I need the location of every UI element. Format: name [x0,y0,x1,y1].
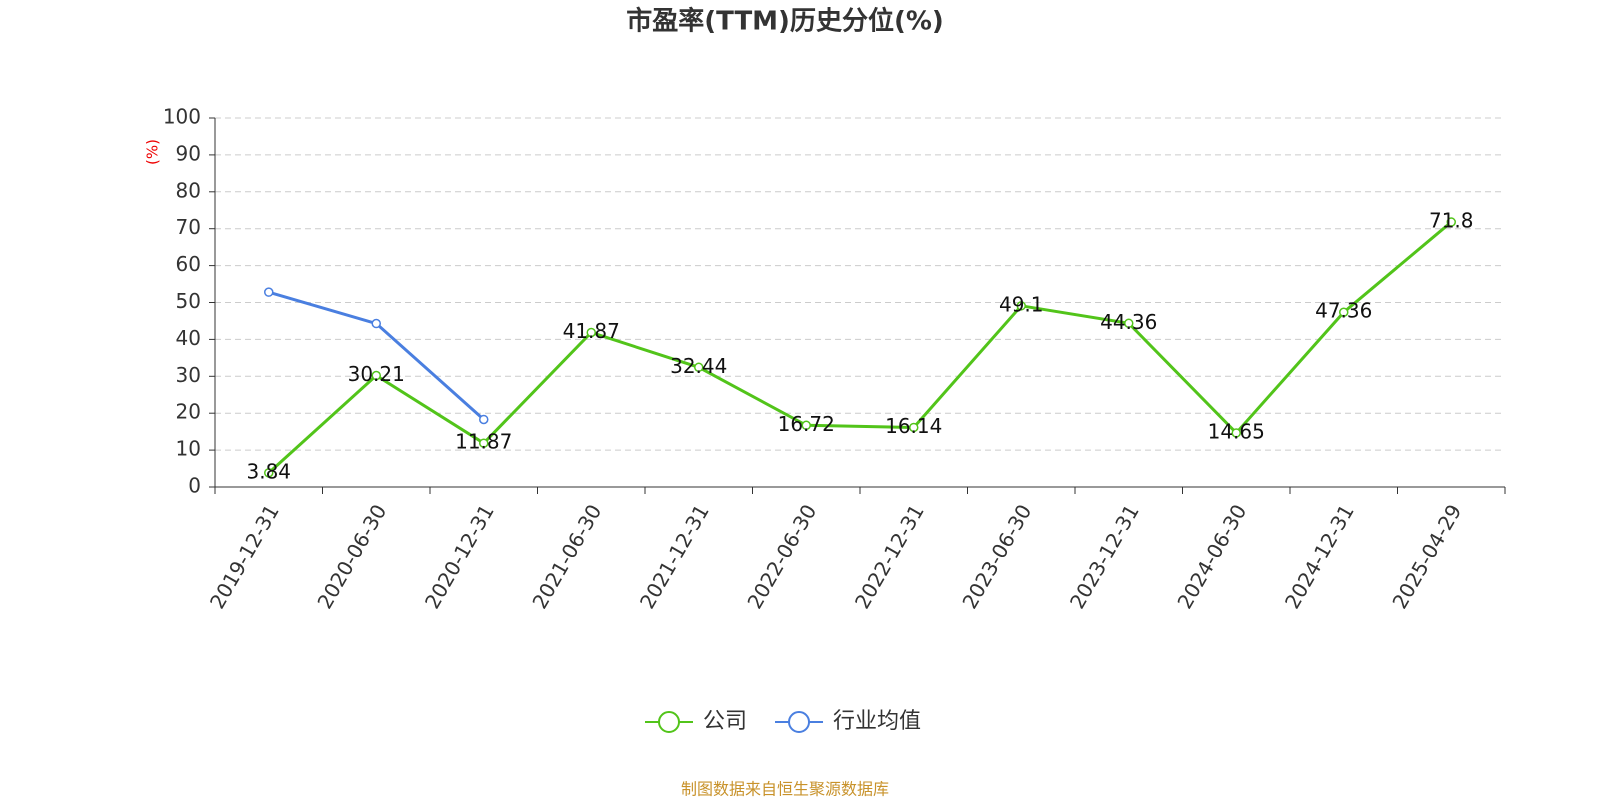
y-axis-label: (%) [144,139,162,165]
source-note: 制图数据来自恒生聚源数据库 [681,780,889,799]
data-point [479,414,489,425]
data-label: 32.44 [670,354,727,378]
data-label: 14.65 [1208,419,1265,443]
y-tick-label: 10 [176,437,201,461]
data-point [1231,428,1241,438]
series-line [267,220,1453,474]
data-point [264,287,274,297]
data-label: 30.21 [348,362,405,386]
y-tick-label: 70 [176,215,201,239]
legend-label: 行业均值 [833,709,921,734]
legend-label: 公司 [703,709,747,734]
data-point [1016,301,1026,311]
x-tick-label: 2024-12-31 [1280,500,1359,613]
data-point [801,420,811,431]
data-point [479,438,489,448]
data-point [1339,307,1349,317]
data-label: 3.84 [246,459,291,483]
y-tick-label: 60 [176,252,201,276]
data-label: 16.14 [885,414,942,438]
x-tick-label: 2021-06-30 [527,500,606,613]
x-tick-label: 2020-12-31 [420,500,499,613]
data-label: 41.87 [563,319,620,343]
y-tick-label: 80 [176,178,201,202]
data-point [371,370,381,381]
data-label: 47.36 [1315,299,1372,323]
y-tick-label: 40 [176,326,201,350]
data-point [694,362,704,373]
x-tick-label: 2019-12-31 [205,500,284,613]
data-point [1446,217,1456,227]
y-tick-label: 100 [163,105,201,129]
y-tick-label: 0 [188,474,201,498]
chart-title: 市盈率(TTM)历史分位(%) [626,6,944,37]
y-tick-label: 30 [176,363,201,387]
x-tick-label: 2020-06-30 [312,500,391,613]
x-tick-label: 2023-06-30 [957,500,1036,613]
y-tick-label: 90 [176,141,201,165]
data-label: 49.1 [999,292,1044,316]
data-point [371,318,381,329]
x-tick-label: 2022-12-31 [850,500,929,613]
data-label: 11.87 [455,430,512,454]
x-tick-label: 2024-06-30 [1172,500,1251,613]
x-tick-label: 2022-06-30 [742,500,821,613]
y-tick-label: 50 [176,289,201,313]
x-tick-label: 2025-04-29 [1387,500,1466,613]
data-point [264,468,274,478]
data-point [1124,318,1134,329]
x-tick-label: 2021-12-31 [635,500,714,613]
x-tick-label: 2023-12-31 [1065,500,1144,613]
data-label: 71.8 [1429,209,1474,233]
data-label: 44.36 [1100,310,1157,334]
data-point [586,327,596,338]
legend-marker [788,711,811,733]
series-line [268,290,485,421]
y-tick-label: 20 [176,400,201,424]
data-point [909,422,919,433]
legend-marker [658,711,680,733]
data-label: 16.72 [778,412,835,436]
